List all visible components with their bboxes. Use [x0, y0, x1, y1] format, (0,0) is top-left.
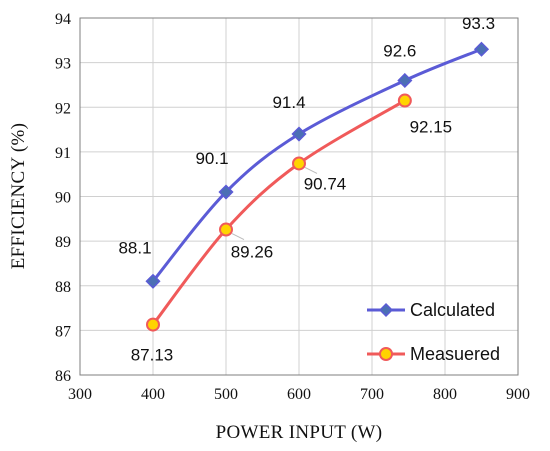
- x-axis-title: POWER INPUT (W): [216, 422, 383, 443]
- label-leader-line: [304, 167, 318, 174]
- x-tick-label: 500: [214, 386, 238, 403]
- data-point-measured: [397, 93, 412, 108]
- y-tick-label: 89: [55, 234, 71, 251]
- series-line-measured: [151, 99, 406, 326]
- data-label-calculated: 91.4: [272, 93, 305, 112]
- legend-marker-calculated: [378, 302, 394, 318]
- data-point-measured: [292, 156, 306, 171]
- data-label-calculated: 88.1: [118, 238, 151, 257]
- y-tick-label: 92: [55, 100, 71, 117]
- data-label-measured: 89.26: [231, 243, 274, 262]
- x-tick-label: 800: [433, 386, 457, 403]
- data-label-measured: 90.74: [304, 174, 347, 193]
- data-point-calculated: [473, 41, 490, 57]
- y-tick-label: 90: [55, 190, 71, 207]
- y-tick-label: 86: [55, 368, 71, 385]
- label-leader-line: [231, 233, 245, 240]
- y-tick-label: 93: [55, 56, 71, 73]
- data-label-measured: 92.15: [410, 118, 453, 137]
- plot-frame: [79, 17, 519, 376]
- series: [145, 41, 490, 332]
- data-label-calculated: 92.6: [383, 41, 416, 60]
- legend-label-calculated: Calculated: [410, 300, 495, 320]
- data-point-calculated: [291, 126, 307, 142]
- x-tick-labels: 300 400 500 600 700 800 900: [68, 386, 530, 403]
- x-tick-label: 700: [360, 386, 384, 403]
- data-point-calculated: [397, 72, 413, 89]
- legend: Calculated Measuered: [367, 300, 500, 364]
- data-labels: 88.1 90.1 91.4 92.6 93.3 87.13 89.26 90.74 92.15: [118, 14, 495, 364]
- data-label-measured: 87.13: [131, 346, 174, 365]
- legend-item-calculated: Calculated: [367, 300, 495, 320]
- data-label-calculated: 93.3: [462, 14, 495, 33]
- y-tick-label: 88: [55, 279, 71, 296]
- data-point-measured: [219, 222, 233, 237]
- data-point-calculated: [218, 184, 234, 200]
- data-label-calculated: 90.1: [195, 149, 228, 168]
- legend-item-measured: Measuered: [367, 344, 500, 364]
- y-axis-title: EFFICIENCY (%): [8, 123, 29, 270]
- x-tick-label: 300: [68, 386, 92, 403]
- y-tick-label: 87: [55, 323, 71, 340]
- x-tick-label: 900: [506, 386, 530, 403]
- data-point-measured: [146, 317, 160, 332]
- grid: [79, 17, 519, 376]
- x-tick-label: 600: [287, 386, 311, 403]
- legend-marker-measured: [379, 347, 393, 361]
- x-tick-label: 400: [141, 386, 165, 403]
- legend-label-measured: Measuered: [410, 344, 500, 364]
- y-tick-labels: 86 87 88 89 90 91 92 93 94: [55, 11, 71, 385]
- data-point-calculated: [145, 273, 161, 289]
- y-tick-label: 94: [55, 11, 71, 28]
- y-tick-label: 91: [55, 145, 71, 162]
